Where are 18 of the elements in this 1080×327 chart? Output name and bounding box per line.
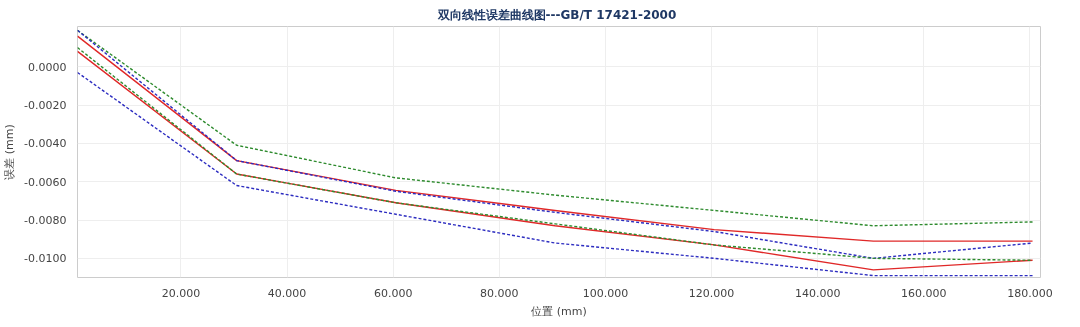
y-tick-label: -0.0020 bbox=[24, 99, 67, 113]
x-tick-label: 160.000 bbox=[901, 286, 947, 300]
chart-title: 双向线性误差曲线图---GB/T 17421-2000 bbox=[436, 7, 677, 22]
y-tick-label: 0.0000 bbox=[28, 60, 67, 74]
x-tick-label: 80.000 bbox=[480, 286, 519, 300]
x-tick-label: 100.000 bbox=[582, 286, 629, 300]
x-tick-label: 120.000 bbox=[688, 286, 735, 300]
y-tick-label: -0.0060 bbox=[24, 175, 67, 189]
x-axis-title: 位置 (mm) bbox=[531, 304, 587, 318]
y-tick-label: -0.0040 bbox=[24, 137, 67, 151]
x-tick-label: 180.000 bbox=[1007, 286, 1053, 300]
x-tick-label: 140.000 bbox=[794, 286, 841, 300]
x-tick-label: 60.000 bbox=[373, 286, 413, 300]
y-tick-label: -0.0080 bbox=[24, 214, 67, 228]
y-tick-label: -0.0100 bbox=[24, 252, 67, 266]
x-tick-label: 40.000 bbox=[267, 286, 307, 300]
x-tick-label: 20.000 bbox=[161, 286, 201, 300]
y-axis-title: 误差 (mm) bbox=[3, 124, 17, 180]
